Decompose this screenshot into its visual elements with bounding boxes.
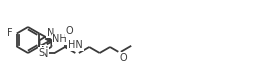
Text: F: F [7, 28, 13, 38]
Text: N: N [41, 46, 48, 56]
Text: O: O [119, 53, 127, 63]
Text: O: O [66, 26, 74, 36]
Text: NH: NH [53, 34, 67, 44]
Text: S: S [38, 48, 44, 58]
Text: N: N [47, 28, 54, 38]
Text: N: N [41, 49, 48, 59]
Text: HN: HN [68, 40, 83, 50]
